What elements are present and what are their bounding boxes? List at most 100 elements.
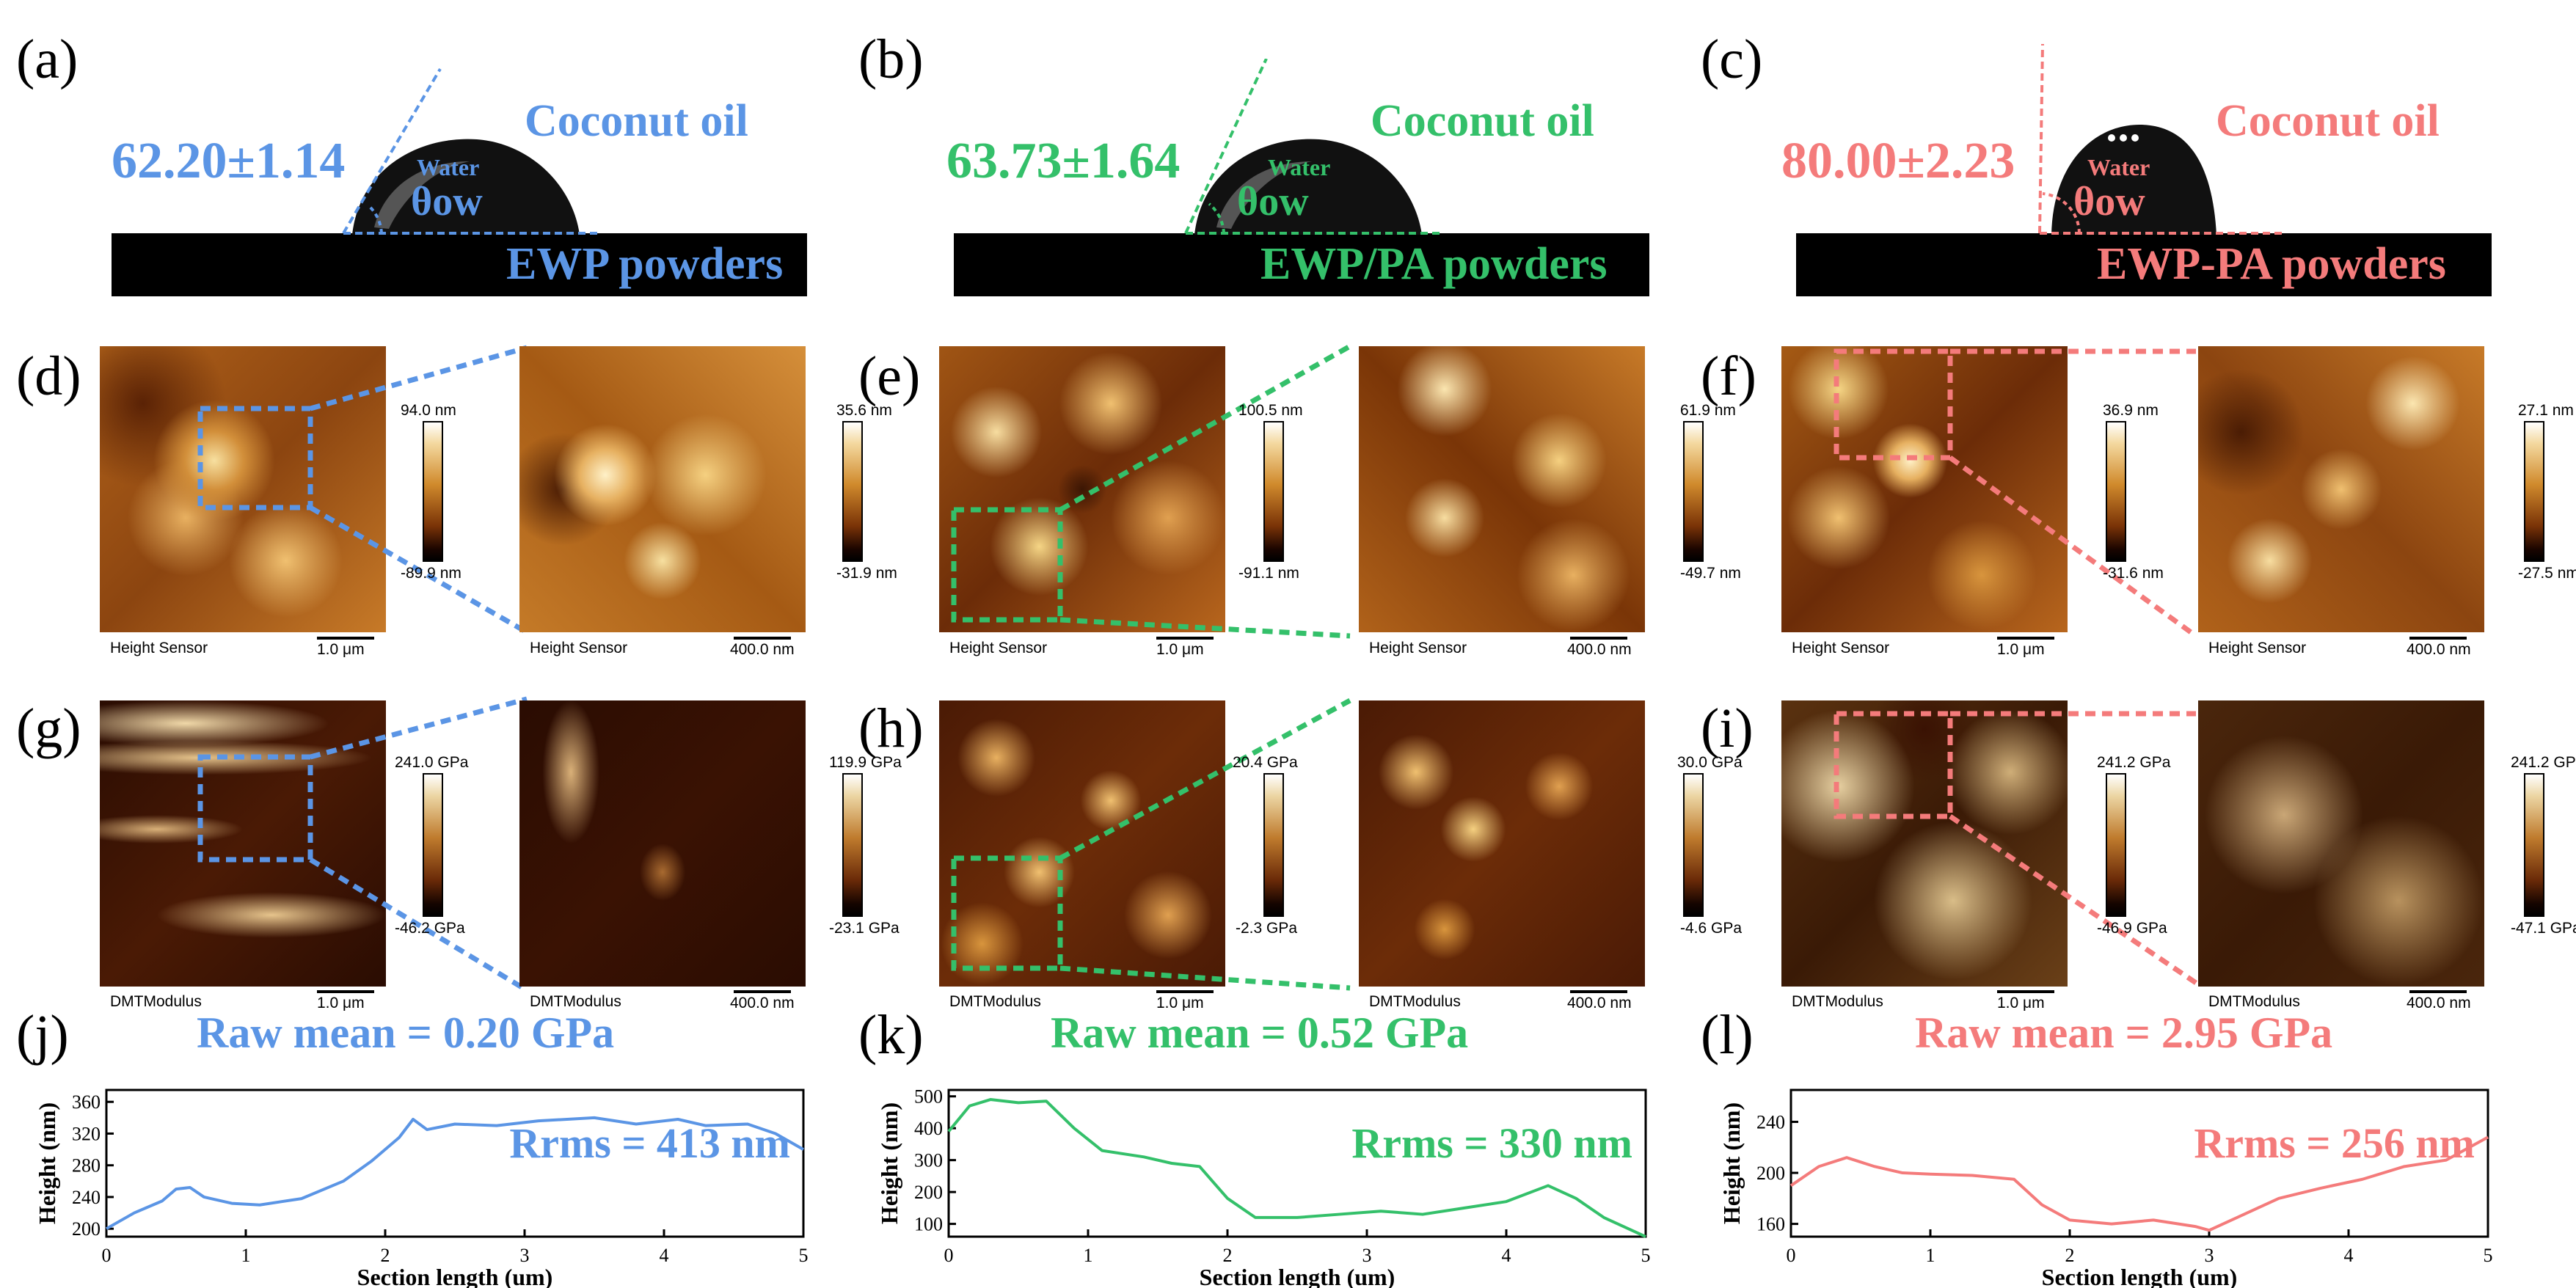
colorbar-min: -49.7 nm xyxy=(1680,565,1741,582)
colorbar xyxy=(2524,773,2544,917)
sample-label: EWP-PA powders xyxy=(2097,239,2446,289)
colorbar-max: 36.9 nm xyxy=(2103,402,2159,419)
colorbar xyxy=(2106,773,2126,917)
y-tick-label: 500 xyxy=(914,1086,943,1108)
panel-label-a: (a) xyxy=(16,29,79,90)
scale-label: 1.0 μm xyxy=(317,995,365,1011)
y-tick-label: 240 xyxy=(72,1187,101,1208)
y-tick-label: 400 xyxy=(914,1118,943,1139)
y-tick-label: 360 xyxy=(72,1091,101,1113)
colorbar-min: -2.3 GPa xyxy=(1236,920,1298,937)
y-tick-label: 280 xyxy=(72,1155,101,1177)
colorbar-max: 241.2 GPa xyxy=(2097,754,2171,771)
colorbar-min: -23.1 GPa xyxy=(829,920,900,937)
water-label: Water xyxy=(1268,154,1331,180)
x-tick-label: 5 xyxy=(799,1245,809,1266)
panel-label-i: (i) xyxy=(1701,698,1754,759)
map-caption: DMTModulus xyxy=(530,993,621,1010)
plot-frame xyxy=(105,1088,805,1238)
colorbar-min: -89.9 nm xyxy=(401,565,461,582)
scale-bar xyxy=(317,990,374,993)
scale-label: 1.0 μm xyxy=(1997,641,2045,658)
x-tick-label: 0 xyxy=(944,1245,954,1266)
zoom-indicator xyxy=(1834,711,2197,985)
contact-angle-value: 80.00±2.23 xyxy=(1781,133,2015,189)
x-tick-label: 1 xyxy=(241,1245,251,1266)
oil-label: Coconut oil xyxy=(2216,96,2440,146)
height-profile-line xyxy=(947,1098,1646,1238)
y-tick-label: 200 xyxy=(1756,1163,1785,1184)
panel-label-d: (d) xyxy=(16,345,81,407)
map-caption: Height Sensor xyxy=(110,640,208,656)
water-label: Water xyxy=(2087,154,2150,180)
scale-bar xyxy=(2409,990,2467,993)
scale-bar xyxy=(1156,990,1214,993)
x-tick-label: 4 xyxy=(2344,1245,2354,1266)
scale-label: 400.0 nm xyxy=(730,641,795,658)
profile-chart-l: 0 1 2 3 4 5 160 200 240 Section length (um) Height… xyxy=(1718,1088,2493,1288)
colorbar xyxy=(2524,421,2544,562)
droplet-image xyxy=(2038,44,2286,235)
x-tick-label: 1 xyxy=(1084,1245,1093,1266)
map-caption: Height Sensor xyxy=(1369,640,1467,656)
panel-label-e: (e) xyxy=(858,345,921,407)
height-profile-line xyxy=(106,1116,804,1230)
map-caption: Height Sensor xyxy=(1792,640,1890,656)
scale-bar xyxy=(317,637,374,640)
colorbar-max: 94.0 nm xyxy=(401,402,456,419)
scale-bar xyxy=(1570,637,1627,640)
map-caption: DMTModulus xyxy=(110,993,202,1010)
oil-label: Coconut oil xyxy=(1371,96,1594,146)
panel-label-f: (f) xyxy=(1701,345,1756,407)
y-tick-label: 240 xyxy=(1756,1111,1785,1133)
y-axis-label: Height (nm) xyxy=(876,1102,902,1224)
scale-bar xyxy=(1570,990,1627,993)
water-label: Water xyxy=(417,154,480,180)
rrms-annotation: Rrms = 330 nm xyxy=(1351,1119,1632,1167)
sample-label: EWP/PA powders xyxy=(1260,239,1608,289)
raw-mean-label: Raw mean = 0.52 GPa xyxy=(1051,1009,1469,1057)
zoom-indicator xyxy=(1834,348,2198,638)
x-tick-label: 0 xyxy=(1787,1245,1796,1266)
substrate-bar xyxy=(954,233,1649,296)
map-caption: Height Sensor xyxy=(949,640,1048,656)
x-axis-label: Section length (um) xyxy=(1200,1264,1395,1288)
map-caption: DMTModulus xyxy=(1792,993,1883,1010)
scale-bar xyxy=(2409,637,2467,640)
map-caption: Height Sensor xyxy=(530,640,628,656)
colorbar-min: -31.9 nm xyxy=(836,565,897,582)
colorbar-max: 35.6 nm xyxy=(836,402,892,419)
colorbar-max: 27.1 nm xyxy=(2518,402,2574,419)
afm-modulus-image-zoom xyxy=(519,700,806,987)
contact-angle-value: 63.73±1.64 xyxy=(946,133,1181,189)
scale-label: 400.0 nm xyxy=(2407,641,2471,658)
colorbar-min: -46.9 GPa xyxy=(2097,920,2167,937)
scale-label: 400.0 nm xyxy=(2407,995,2471,1011)
raw-mean-label: Raw mean = 0.20 GPa xyxy=(197,1009,615,1057)
scale-label: 1.0 μm xyxy=(317,641,365,658)
droplet-image xyxy=(1184,59,1444,235)
panel-label-c: (c) xyxy=(1701,29,1763,90)
x-tick-label: 3 xyxy=(1362,1245,1372,1266)
colorbar xyxy=(2106,421,2126,562)
colorbar-min: -46.2 GPa xyxy=(395,920,465,937)
afm-height-image-zoom xyxy=(2198,346,2484,632)
y-axis-label: Height (nm) xyxy=(34,1102,60,1224)
map-caption: DMTModulus xyxy=(949,993,1041,1010)
afm-height-image xyxy=(1781,346,2068,632)
colorbar-min: -27.5 nm xyxy=(2518,565,2576,582)
plot-frame xyxy=(1789,1088,2489,1238)
x-axis-label: Section length (um) xyxy=(2042,1264,2238,1288)
x-tick-label: 3 xyxy=(520,1245,530,1266)
zoom-indicator xyxy=(197,696,528,992)
rrms-annotation: Rrms = 413 nm xyxy=(509,1119,790,1167)
afm-height-image-zoom xyxy=(519,346,806,632)
panel-label-l: (l) xyxy=(1701,1004,1754,1066)
x-tick-label: 4 xyxy=(1502,1245,1511,1266)
substrate-bar xyxy=(1796,233,2492,296)
scale-bar xyxy=(1997,990,2054,993)
colorbar-max: 241.2 GPa xyxy=(2511,754,2576,771)
theta-label: θow xyxy=(2073,179,2145,224)
colorbar-max: 20.4 GPa xyxy=(1233,754,1298,771)
scale-bar xyxy=(1997,637,2054,640)
